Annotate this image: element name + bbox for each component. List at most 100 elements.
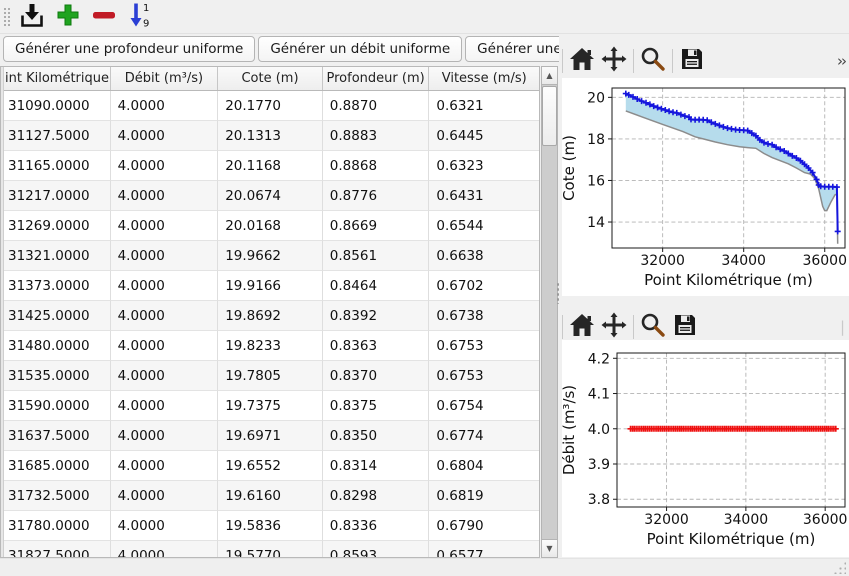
toolbar-drag-handle[interactable] bbox=[2, 5, 11, 28]
table-cell[interactable]: 4.0000 bbox=[110, 361, 219, 391]
table-cell[interactable]: 19.6971 bbox=[218, 421, 323, 451]
table-cell[interactable]: 0.8669 bbox=[322, 211, 430, 241]
table-cell[interactable]: 0.8868 bbox=[322, 151, 430, 181]
table-cell[interactable]: 19.8692 bbox=[218, 301, 323, 331]
table-cell[interactable]: 0.8776 bbox=[322, 181, 430, 211]
table-cell[interactable]: 31217.0000 bbox=[1, 181, 111, 211]
scrollbar-thumb[interactable] bbox=[542, 86, 557, 146]
generate-uniform-flow-button[interactable]: Générer un débit uniforme bbox=[258, 36, 463, 62]
table-cell[interactable]: 19.7375 bbox=[218, 391, 323, 421]
table-cell[interactable]: 31685.0000 bbox=[1, 451, 111, 481]
table-cell[interactable]: 0.6790 bbox=[429, 511, 539, 541]
table-cell[interactable]: 0.6753 bbox=[429, 331, 539, 361]
column-header[interactable]: Vitesse (m/s) bbox=[441, 71, 527, 86]
table-cell[interactable]: 0.6638 bbox=[429, 241, 539, 271]
scroll-down-button[interactable]: ▼ bbox=[542, 539, 557, 557]
table-cell[interactable]: 19.6160 bbox=[218, 481, 323, 511]
table-row[interactable]: 31637.5000 4.0000 19.6971 0.8350 0.6774 bbox=[1, 421, 539, 451]
table-row[interactable]: 31480.0000 4.0000 19.8233 0.8363 0.6753 bbox=[1, 331, 539, 361]
table-row[interactable]: 31165.0000 4.0000 20.1168 0.8868 0.6323 bbox=[1, 151, 539, 181]
table-cell[interactable]: 31321.0000 bbox=[1, 241, 111, 271]
table-cell[interactable]: 4.0000 bbox=[110, 331, 219, 361]
column-header[interactable]: Profondeur (m) bbox=[323, 67, 430, 90]
table-cell[interactable]: 31425.0000 bbox=[1, 301, 111, 331]
table-cell[interactable]: 0.8350 bbox=[322, 421, 430, 451]
table-cell[interactable]: 31827.5000 bbox=[1, 541, 111, 557]
table-cell[interactable]: 31269.0000 bbox=[1, 211, 111, 241]
table-cell[interactable]: 20.1770 bbox=[218, 91, 323, 121]
table-row[interactable]: 31590.0000 4.0000 19.7375 0.8375 0.6754 bbox=[1, 391, 539, 421]
table-cell[interactable]: 20.0168 bbox=[218, 211, 323, 241]
pan-button[interactable] bbox=[598, 312, 630, 342]
vertical-splitter-handle[interactable] bbox=[556, 282, 560, 304]
table-cell[interactable]: 31732.5000 bbox=[1, 481, 111, 511]
import-data-button[interactable] bbox=[17, 2, 47, 32]
table-cell[interactable]: 19.5770 bbox=[218, 541, 323, 557]
table-cell[interactable]: 0.8363 bbox=[322, 331, 430, 361]
table-cell[interactable]: 0.6819 bbox=[429, 481, 539, 511]
cote-profile-figure[interactable]: 32000 34000 36000 14 16 18 20 Point Kilométriqu… bbox=[560, 78, 849, 296]
table-cell[interactable]: 0.8336 bbox=[322, 511, 430, 541]
table-cell[interactable]: 31165.0000 bbox=[1, 151, 111, 181]
table-cell[interactable]: 19.6552 bbox=[218, 451, 323, 481]
table-row[interactable]: 31685.0000 4.0000 19.6552 0.8314 0.6804 bbox=[1, 451, 539, 481]
table-cell[interactable]: 0.8375 bbox=[322, 391, 430, 421]
table-row[interactable]: 31827.5000 4.0000 19.5770 0.8593 0.6577 bbox=[1, 541, 539, 558]
table-row[interactable]: 31780.0000 4.0000 19.5836 0.8336 0.6790 bbox=[1, 511, 539, 541]
remove-row-button[interactable] bbox=[89, 2, 119, 32]
table-cell[interactable]: 0.6753 bbox=[429, 361, 539, 391]
table-cell[interactable]: 0.6577 bbox=[429, 541, 539, 558]
table-scrollbar[interactable]: ▲ ▼ bbox=[541, 66, 558, 558]
table-cell[interactable]: 19.9662 bbox=[218, 241, 323, 271]
save-figure-button[interactable] bbox=[676, 46, 708, 76]
table-cell[interactable]: 0.6702 bbox=[429, 271, 539, 301]
table-cell[interactable]: 0.8298 bbox=[322, 481, 430, 511]
generate-uniform-depth-button[interactable]: Générer une profondeur uniforme bbox=[3, 36, 256, 62]
table-cell[interactable]: 0.8464 bbox=[322, 271, 430, 301]
table-cell[interactable]: 4.0000 bbox=[110, 151, 219, 181]
table-cell[interactable]: 4.0000 bbox=[110, 211, 219, 241]
table-cell[interactable]: 31480.0000 bbox=[1, 331, 111, 361]
table-cell[interactable]: 4.0000 bbox=[110, 241, 219, 271]
sort-rows-button[interactable]: 1 9 bbox=[125, 2, 155, 32]
table-cell[interactable]: 4.0000 bbox=[110, 301, 219, 331]
table-cell[interactable]: 31637.5000 bbox=[1, 421, 111, 451]
table-cell[interactable]: 4.0000 bbox=[110, 511, 219, 541]
table-cell[interactable]: 4.0000 bbox=[110, 91, 219, 121]
scroll-up-button[interactable]: ▲ bbox=[542, 67, 557, 85]
table-cell[interactable]: 4.0000 bbox=[110, 421, 219, 451]
table-cell[interactable]: 0.8593 bbox=[323, 541, 430, 557]
table-cell[interactable]: 0.6431 bbox=[429, 181, 539, 211]
debit-profile-figure[interactable]: 32000 34000 36000 3.8 3.9 4.0 4.1 4.2 Point Kilo… bbox=[560, 340, 849, 557]
table-cell[interactable]: 31373.0000 bbox=[1, 271, 111, 301]
save-figure-button[interactable] bbox=[669, 312, 701, 342]
table-cell[interactable]: 0.8370 bbox=[322, 361, 430, 391]
home-button[interactable] bbox=[566, 312, 598, 342]
table-cell[interactable]: 4.0000 bbox=[110, 121, 219, 151]
table-cell[interactable]: 4.0000 bbox=[110, 181, 219, 211]
column-header[interactable]: Cote (m) bbox=[218, 67, 323, 90]
table-row[interactable]: 31127.5000 4.0000 20.1313 0.8883 0.6445 bbox=[1, 121, 539, 151]
table-cell[interactable]: 0.6321 bbox=[429, 91, 539, 121]
table-cell[interactable]: 19.9166 bbox=[218, 271, 323, 301]
table-row[interactable]: 31373.0000 4.0000 19.9166 0.8464 0.6702 bbox=[1, 271, 539, 301]
table-cell[interactable]: 0.6754 bbox=[429, 391, 539, 421]
column-header[interactable]: int Kilométrique ( bbox=[1, 67, 111, 90]
table-cell[interactable]: 0.8883 bbox=[322, 121, 430, 151]
table-cell[interactable]: 0.6323 bbox=[429, 151, 539, 181]
table-row[interactable]: 31425.0000 4.0000 19.8692 0.8392 0.6738 bbox=[1, 301, 539, 331]
table-cell[interactable]: 20.1168 bbox=[218, 151, 323, 181]
home-button[interactable] bbox=[566, 46, 598, 76]
table-cell[interactable]: 0.6738 bbox=[429, 301, 539, 331]
table-cell[interactable]: 4.0000 bbox=[110, 271, 219, 301]
table-row[interactable]: 31090.0000 4.0000 20.1770 0.8870 0.6321 bbox=[1, 91, 539, 121]
table-cell[interactable]: 4.0000 bbox=[110, 481, 219, 511]
table-cell[interactable]: 31090.0000 bbox=[1, 91, 111, 121]
table-cell[interactable]: 31590.0000 bbox=[1, 391, 111, 421]
table-cell[interactable]: 4.0000 bbox=[110, 391, 219, 421]
table-cell[interactable]: 19.5836 bbox=[218, 511, 323, 541]
table-cell[interactable]: 19.7805 bbox=[218, 361, 323, 391]
table-row[interactable]: 31269.0000 4.0000 20.0168 0.8669 0.6544 bbox=[1, 211, 539, 241]
table-cell[interactable]: 0.6544 bbox=[429, 211, 539, 241]
table-row[interactable]: 31321.0000 4.0000 19.9662 0.8561 0.6638 bbox=[1, 241, 539, 271]
